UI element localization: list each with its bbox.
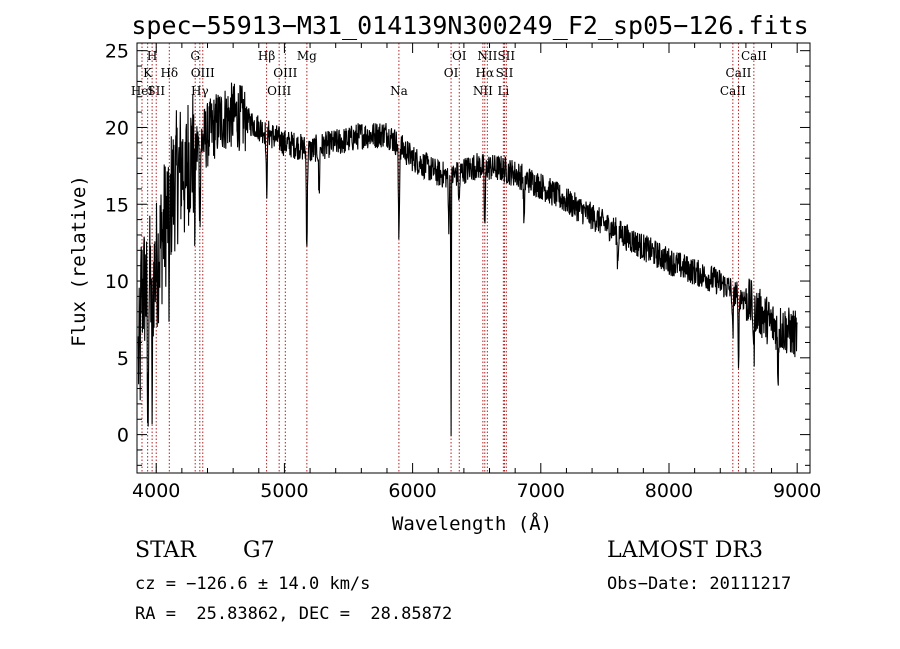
spectral-line-label: OIII — [273, 66, 297, 80]
spectral-line-label: Hγ — [191, 84, 209, 98]
spectral-line-label: Hδ — [160, 66, 178, 80]
x-tick-label: 4000 — [132, 480, 180, 502]
spectral-line-label: K — [143, 66, 153, 80]
chart-title: spec−55913−M31_014139N300249_F2_sp05−126… — [131, 11, 808, 40]
x-tick-label: 9000 — [773, 480, 821, 502]
y-tick-label: 20 — [105, 117, 129, 139]
x-tick-label: 5000 — [260, 480, 308, 502]
spectral-line-label: HeI — [131, 84, 154, 98]
x-tick-label: 7000 — [517, 480, 565, 502]
y-tick-label: 25 — [105, 41, 129, 63]
spectral-line-label: OIII — [191, 66, 215, 80]
spectral-line-label: Mg — [297, 49, 317, 63]
object-subclass: G7 — [243, 538, 275, 563]
obs-date-text: Obs−Date: 20111217 — [607, 574, 792, 594]
plot-frame — [136, 42, 811, 474]
spectral-line-label: SII — [496, 66, 514, 80]
y-axis-label: Flux (relative) — [68, 175, 90, 347]
y-tick-label: 0 — [117, 425, 129, 447]
spectral-line-label: OI — [444, 66, 459, 80]
spectral-line-label: Na — [390, 84, 408, 98]
x-tick-label: 6000 — [388, 480, 436, 502]
object-class: STAR — [135, 538, 196, 563]
spectral-line-label: SII — [147, 84, 165, 98]
x-axis-label: Wavelength (Å) — [392, 512, 552, 535]
spectral-line-label: H — [147, 49, 157, 63]
spectral-line-label: Hβ — [258, 49, 275, 63]
axis-ticks: 4000 5000 6000 7000 8000 9000 0 5 10 15 20 25 — [105, 41, 822, 502]
spectral-line-label: OI — [452, 49, 467, 63]
survey-name: LAMOST DR3 — [607, 538, 763, 563]
y-tick-label: 5 — [117, 348, 129, 370]
spectral-line-label: Li — [497, 84, 509, 98]
spectral-line-label: Hα — [475, 66, 494, 80]
y-tick-label: 15 — [105, 194, 129, 216]
spectral-line-label: SII — [497, 49, 515, 63]
spectral-line-label: NII — [473, 84, 493, 98]
spectral-line-label: NII — [477, 49, 497, 63]
spectral-line-label: CaII — [741, 49, 767, 63]
spectral-line-label: G — [190, 49, 200, 63]
spectral-line-label: CaII — [720, 84, 746, 98]
x-tick-label: 8000 — [645, 480, 693, 502]
y-tick-label: 10 — [105, 271, 129, 293]
spectral-line-label: OIII — [267, 84, 291, 98]
coordinates-text: RA = 25.83862, DEC = 28.85872 — [135, 604, 453, 624]
spectrum-series-line — [137, 82, 798, 436]
redshift-text: cz = −126.6 ± 14.0 km/s — [135, 574, 371, 594]
spectral-line-label: CaII — [726, 66, 752, 80]
